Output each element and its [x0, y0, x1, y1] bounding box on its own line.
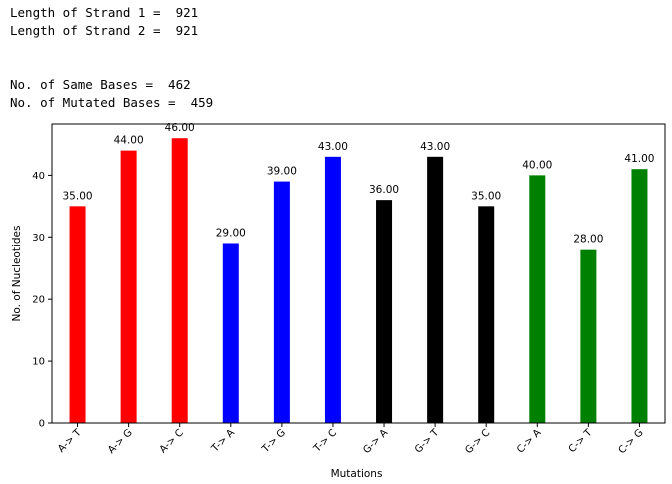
y-tick-label-2: 20 [32, 295, 45, 306]
bar-7 [427, 156, 444, 424]
data-label-7: 43.00 [420, 141, 450, 153]
mutated-bases-line: No. of Mutated Bases = 459 [10, 95, 214, 110]
x-tick-label-6: G-> A [361, 427, 390, 456]
x-tick-label-5: T-> C [311, 427, 339, 455]
data-label-8: 35.00 [471, 190, 501, 202]
bar-5 [324, 156, 341, 424]
bar-8 [478, 206, 495, 423]
y-axis-label: No. of Nucleotides [11, 226, 23, 322]
x-tick-label-9: C-> A [515, 427, 543, 455]
data-label-9: 40.00 [522, 159, 552, 171]
bar-9 [529, 175, 546, 423]
y-tick-label-4: 40 [32, 171, 45, 182]
x-tick-label-1: A-> G [106, 427, 135, 456]
x-axis-label: Mutations [331, 468, 383, 480]
y-tick-label-3: 30 [32, 233, 45, 244]
strand2-length-line: Length of Strand 2 = 921 [10, 23, 199, 38]
data-label-6: 36.00 [369, 184, 399, 196]
data-label-3: 29.00 [216, 227, 246, 239]
data-label-1: 44.00 [114, 135, 144, 147]
data-label-10: 28.00 [573, 234, 603, 246]
plot-frame [51, 123, 666, 424]
x-tick-label-0: A-> T [56, 427, 84, 455]
y-tick-label-1: 10 [32, 357, 45, 368]
x-tick-label-7: G-> T [413, 427, 442, 456]
bar-3 [222, 243, 239, 423]
data-label-0: 35.00 [63, 190, 93, 202]
bar-4 [273, 181, 290, 423]
bar-0 [69, 206, 86, 423]
same-bases-line: No. of Same Bases = 462 [10, 77, 191, 92]
x-tick-label-11: C-> G [617, 427, 646, 456]
bar-6 [376, 200, 393, 423]
x-tick-label-10: C-> T [567, 427, 595, 455]
bar-10 [580, 249, 597, 423]
data-label-2: 46.00 [165, 122, 195, 134]
data-label-4: 39.00 [267, 166, 297, 178]
data-label-11: 41.00 [624, 153, 654, 165]
bar-2 [171, 138, 188, 423]
x-tick-label-8: G-> C [463, 427, 492, 456]
x-tick-label-4: T-> G [260, 427, 288, 455]
strand1-length-line: Length of Strand 1 = 921 [10, 5, 199, 20]
x-tick-label-3: T-> A [209, 427, 237, 455]
bar-11 [631, 169, 648, 423]
data-label-5: 43.00 [318, 141, 348, 153]
bar-1 [120, 150, 137, 423]
x-tick-label-2: A-> C [158, 427, 186, 455]
y-tick-label-0: 0 [39, 419, 45, 430]
console-output: Length of Strand 1 = 921 Length of Stran… [10, 4, 213, 112]
